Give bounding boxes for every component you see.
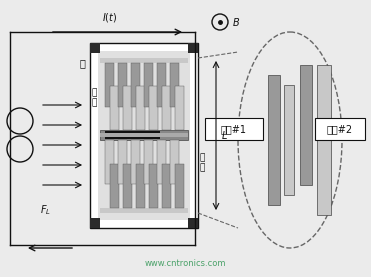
Text: 弹
簧: 弹 簧 bbox=[200, 154, 206, 172]
Bar bbox=[110, 164, 119, 208]
Text: $F_L$: $F_L$ bbox=[40, 203, 51, 217]
Bar bbox=[157, 63, 166, 107]
Text: 定子#1: 定子#1 bbox=[221, 124, 247, 134]
Bar bbox=[90, 218, 100, 228]
Bar bbox=[110, 86, 119, 130]
Bar bbox=[162, 86, 171, 130]
Bar bbox=[170, 140, 179, 184]
Bar bbox=[98, 51, 190, 220]
Bar bbox=[123, 164, 132, 208]
Bar bbox=[131, 63, 140, 107]
Bar bbox=[188, 43, 198, 53]
Bar bbox=[136, 164, 145, 208]
Text: 锚: 锚 bbox=[79, 58, 85, 68]
Bar bbox=[100, 130, 188, 140]
Bar bbox=[175, 164, 184, 208]
Bar bbox=[188, 218, 198, 228]
Text: 定子#2: 定子#2 bbox=[327, 124, 353, 134]
Bar bbox=[131, 140, 140, 184]
Bar bbox=[315, 118, 365, 140]
Bar bbox=[268, 75, 280, 205]
Bar bbox=[123, 86, 132, 130]
Bar bbox=[170, 63, 179, 107]
Text: $L$: $L$ bbox=[221, 129, 228, 141]
Bar bbox=[136, 86, 145, 130]
Bar bbox=[90, 43, 198, 228]
Bar bbox=[175, 86, 184, 130]
Bar bbox=[100, 208, 188, 213]
Bar bbox=[105, 131, 160, 139]
Bar bbox=[144, 63, 153, 107]
Bar bbox=[100, 58, 188, 63]
Bar bbox=[105, 63, 114, 107]
Text: www.cntronics.com: www.cntronics.com bbox=[144, 259, 226, 268]
Bar bbox=[149, 86, 158, 130]
Bar bbox=[300, 65, 312, 185]
Text: $B$: $B$ bbox=[232, 16, 240, 28]
Bar bbox=[149, 164, 158, 208]
Bar bbox=[317, 65, 331, 215]
Text: $I(t)$: $I(t)$ bbox=[102, 11, 118, 24]
Bar bbox=[162, 164, 171, 208]
Bar bbox=[90, 43, 100, 53]
Bar bbox=[100, 133, 188, 137]
Bar bbox=[157, 140, 166, 184]
Bar bbox=[118, 140, 127, 184]
Bar bbox=[284, 85, 294, 195]
Text: 弹
簧: 弹 簧 bbox=[92, 89, 97, 107]
Bar bbox=[105, 140, 114, 184]
Bar bbox=[118, 63, 127, 107]
Bar bbox=[144, 140, 153, 184]
Bar bbox=[205, 118, 263, 140]
